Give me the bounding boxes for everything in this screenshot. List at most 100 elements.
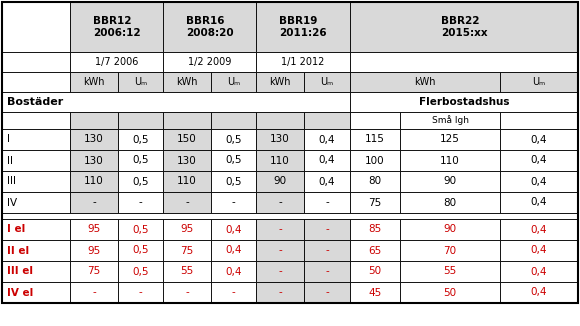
Bar (70, 112, 118, 129)
Text: 0,4: 0,4 (319, 156, 335, 166)
Bar (2, 112, 70, 129)
Bar (211, 219, 256, 240)
Bar (256, 261, 304, 282)
Text: -: - (92, 288, 96, 298)
Bar (2, 240, 70, 261)
Text: 100: 100 (365, 156, 385, 166)
Bar (2, 213, 578, 219)
Text: BBR16
2008:20: BBR16 2008:20 (186, 16, 233, 38)
Bar (70, 219, 118, 240)
Bar (304, 72, 350, 92)
Text: 0,4: 0,4 (531, 176, 548, 186)
Bar (400, 282, 500, 303)
Bar (500, 129, 578, 150)
Text: -: - (325, 245, 329, 256)
Text: IV el: IV el (7, 288, 33, 298)
Text: 90: 90 (273, 176, 287, 186)
Bar (304, 192, 350, 213)
Text: -: - (185, 288, 189, 298)
Bar (400, 219, 500, 240)
Bar (2, 52, 70, 72)
Text: 0,5: 0,5 (132, 135, 148, 144)
Bar (350, 282, 400, 303)
Bar (400, 192, 500, 213)
Bar (163, 129, 211, 150)
Bar (118, 219, 163, 240)
Text: 110: 110 (440, 156, 460, 166)
Text: -: - (231, 198, 235, 208)
Bar (163, 261, 211, 282)
Text: -: - (139, 288, 142, 298)
Bar (118, 150, 163, 171)
Text: 110: 110 (177, 176, 197, 186)
Text: 0,5: 0,5 (132, 156, 148, 166)
Text: 0,4: 0,4 (319, 135, 335, 144)
Text: I: I (7, 135, 10, 144)
Text: 1/7 2006: 1/7 2006 (95, 57, 138, 67)
Text: 95: 95 (180, 225, 194, 234)
Bar (163, 2, 256, 52)
Bar (500, 72, 578, 92)
Bar (2, 171, 70, 192)
Bar (70, 2, 163, 52)
Text: -: - (278, 198, 282, 208)
Bar (256, 129, 304, 150)
Bar (500, 261, 578, 282)
Text: -: - (325, 225, 329, 234)
Bar (2, 219, 70, 240)
Bar (350, 240, 400, 261)
Bar (500, 282, 578, 303)
Bar (211, 150, 256, 171)
Text: -: - (278, 225, 282, 234)
Bar (211, 72, 256, 92)
Text: BBR19
2011:26: BBR19 2011:26 (279, 16, 327, 38)
Text: 0,4: 0,4 (531, 266, 548, 276)
Text: -: - (325, 266, 329, 276)
Text: 90: 90 (444, 225, 456, 234)
Text: 130: 130 (84, 135, 104, 144)
Text: Flerbostadshus: Flerbostadshus (419, 97, 509, 107)
Text: 0,5: 0,5 (132, 245, 148, 256)
Text: 95: 95 (88, 245, 100, 256)
Bar (211, 261, 256, 282)
Bar (118, 240, 163, 261)
Bar (118, 72, 163, 92)
Text: -: - (325, 198, 329, 208)
Text: 75: 75 (368, 198, 382, 208)
Text: II: II (7, 156, 13, 166)
Bar (500, 192, 578, 213)
Bar (211, 282, 256, 303)
Text: kWh: kWh (269, 77, 291, 87)
Text: 0,4: 0,4 (531, 135, 548, 144)
Bar (400, 129, 500, 150)
Bar (350, 112, 400, 129)
Bar (500, 150, 578, 171)
Bar (350, 72, 500, 92)
Bar (70, 240, 118, 261)
Text: -: - (278, 245, 282, 256)
Text: 110: 110 (270, 156, 290, 166)
Text: BBR22
2015:xx: BBR22 2015:xx (441, 16, 487, 38)
Text: 80: 80 (444, 198, 456, 208)
Text: kWh: kWh (84, 77, 105, 87)
Bar (350, 171, 400, 192)
Bar (163, 282, 211, 303)
Bar (350, 129, 400, 150)
Text: 0,4: 0,4 (531, 198, 548, 208)
Bar (70, 72, 118, 92)
Text: 125: 125 (440, 135, 460, 144)
Bar (163, 171, 211, 192)
Bar (500, 171, 578, 192)
Text: -: - (278, 266, 282, 276)
Text: kWh: kWh (414, 77, 436, 87)
Bar (2, 150, 70, 171)
Text: IV: IV (7, 198, 17, 208)
Bar (304, 261, 350, 282)
Text: 115: 115 (365, 135, 385, 144)
Bar (211, 112, 256, 129)
Text: -: - (185, 198, 189, 208)
Bar (2, 129, 70, 150)
Text: 0,4: 0,4 (319, 176, 335, 186)
Text: kWh: kWh (176, 77, 198, 87)
Bar (400, 240, 500, 261)
